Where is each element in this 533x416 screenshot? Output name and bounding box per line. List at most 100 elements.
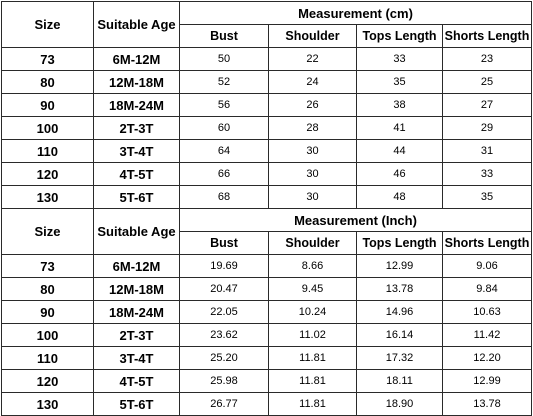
size-cell: 120 [1,162,94,186]
measurement-cell: 46 [356,162,443,186]
measurement-column-header: Shoulder [268,231,357,255]
measurement-cell: 30 [268,162,357,186]
measurement-group-header: Measurement (Inch) [179,208,532,232]
age-cell: 6M-12M [93,47,180,71]
measurement-cell: 30 [268,185,357,209]
table-row: 90 18M-24M 22.05 10.24 14.96 10.63 [1,300,532,324]
age-cell: 4T-5T [93,162,180,186]
measurement-cell: 38 [356,93,443,117]
measurement-cell: 9.06 [442,254,532,278]
table-row: 120 4T-5T 66 30 46 33 [1,162,532,186]
measurement-cell: 44 [356,139,443,163]
age-cell: 2T-3T [93,116,180,140]
table-row: 73 6M-12M 50 22 33 23 [1,47,532,71]
measurement-cell: 18.90 [356,392,443,416]
measurement-cell: 26 [268,93,357,117]
measurement-cell: 11.02 [268,323,357,347]
measurement-cell: 17.32 [356,346,443,370]
table-row: 110 3T-4T 25.20 11.81 17.32 12.20 [1,346,532,370]
table-row: 90 18M-24M 56 26 38 27 [1,93,532,117]
size-cell: 90 [1,93,94,117]
measurement-column-header: Bust [179,231,269,255]
size-cell: 110 [1,346,94,370]
measurement-cell: 31 [442,139,532,163]
table-row: 130 5T-6T 68 30 48 35 [1,185,532,209]
size-cell: 120 [1,369,94,393]
measurement-cell: 18.11 [356,369,443,393]
measurement-cell: 11.81 [268,346,357,370]
measurement-cell: 50 [179,47,269,71]
measurement-cell: 22 [268,47,357,71]
measurement-cell: 9.84 [442,277,532,301]
measurement-column-header: Tops Length [356,231,443,255]
measurement-cell: 8.66 [268,254,357,278]
header-row: Size Suitable Age Measurement (Inch) [1,208,532,255]
measurement-cell: 12.20 [442,346,532,370]
measurement-column-header: Tops Length [356,24,443,48]
age-cell: 12M-18M [93,70,180,94]
measurement-cell: 35 [442,185,532,209]
measurement-column-header: Bust [179,24,269,48]
size-cell: 80 [1,277,94,301]
age-cell: 12M-18M [93,277,180,301]
age-cell: 2T-3T [93,323,180,347]
measurement-cell: 64 [179,139,269,163]
measurement-cell: 11.42 [442,323,532,347]
measurement-cell: 10.24 [268,300,357,324]
measurement-cell: 35 [356,70,443,94]
table-row: 130 5T-6T 26.77 11.81 18.90 13.78 [1,392,532,416]
subheader-row: Bust Shoulder Tops Length Shorts Length [2,231,532,255]
measurement-cell: 28 [268,116,357,140]
size-cell: 73 [1,254,94,278]
measurement-cell: 12.99 [442,369,532,393]
measurement-cell: 52 [179,70,269,94]
size-cell: 100 [1,116,94,140]
measurement-cell: 60 [179,116,269,140]
measurement-column-header: Shorts Length [442,24,532,48]
measurement-cell: 11.81 [268,392,357,416]
age-cell: 18M-24M [93,93,180,117]
age-column-header: Suitable Age [93,1,180,48]
measurement-cell: 33 [442,162,532,186]
age-cell: 4T-5T [93,369,180,393]
measurement-cell: 33 [356,47,443,71]
age-cell: 5T-6T [93,392,180,416]
measurement-cell: 26.77 [179,392,269,416]
age-column-header: Suitable Age [93,208,180,255]
size-cell: 90 [1,300,94,324]
measurement-cell: 24 [268,70,357,94]
measurement-column-header: Shorts Length [442,231,532,255]
measurement-cell: 56 [179,93,269,117]
measurement-cell: 27 [442,93,532,117]
measurement-cell: 48 [356,185,443,209]
age-cell: 6M-12M [93,254,180,278]
table-row: 100 2T-3T 23.62 11.02 16.14 11.42 [1,323,532,347]
size-cell: 110 [1,139,94,163]
measurement-cell: 13.78 [442,392,532,416]
measurement-cell: 66 [179,162,269,186]
age-cell: 18M-24M [93,300,180,324]
measurement-cell: 29 [442,116,532,140]
size-cell: 130 [1,185,94,209]
measurement-cell: 19.69 [179,254,269,278]
measurement-cell: 25 [442,70,532,94]
size-cell: 130 [1,392,94,416]
age-cell: 3T-4T [93,139,180,163]
measurement-cell: 30 [268,139,357,163]
size-column-header: Size [1,208,94,255]
measurement-cell: 20.47 [179,277,269,301]
table-row: 100 2T-3T 60 28 41 29 [1,116,532,140]
size-column-header: Size [1,1,94,48]
measurement-cell: 68 [179,185,269,209]
table-row: 80 12M-18M 20.47 9.45 13.78 9.84 [1,277,532,301]
measurement-column-header: Shoulder [268,24,357,48]
measurement-cell: 11.81 [268,369,357,393]
subheader-row: Bust Shoulder Tops Length Shorts Length [2,24,532,48]
measurement-cell: 9.45 [268,277,357,301]
size-cell: 73 [1,47,94,71]
header-row: Size Suitable Age Measurement (cm) [1,1,532,48]
size-cell: 80 [1,70,94,94]
measurement-cell: 25.98 [179,369,269,393]
